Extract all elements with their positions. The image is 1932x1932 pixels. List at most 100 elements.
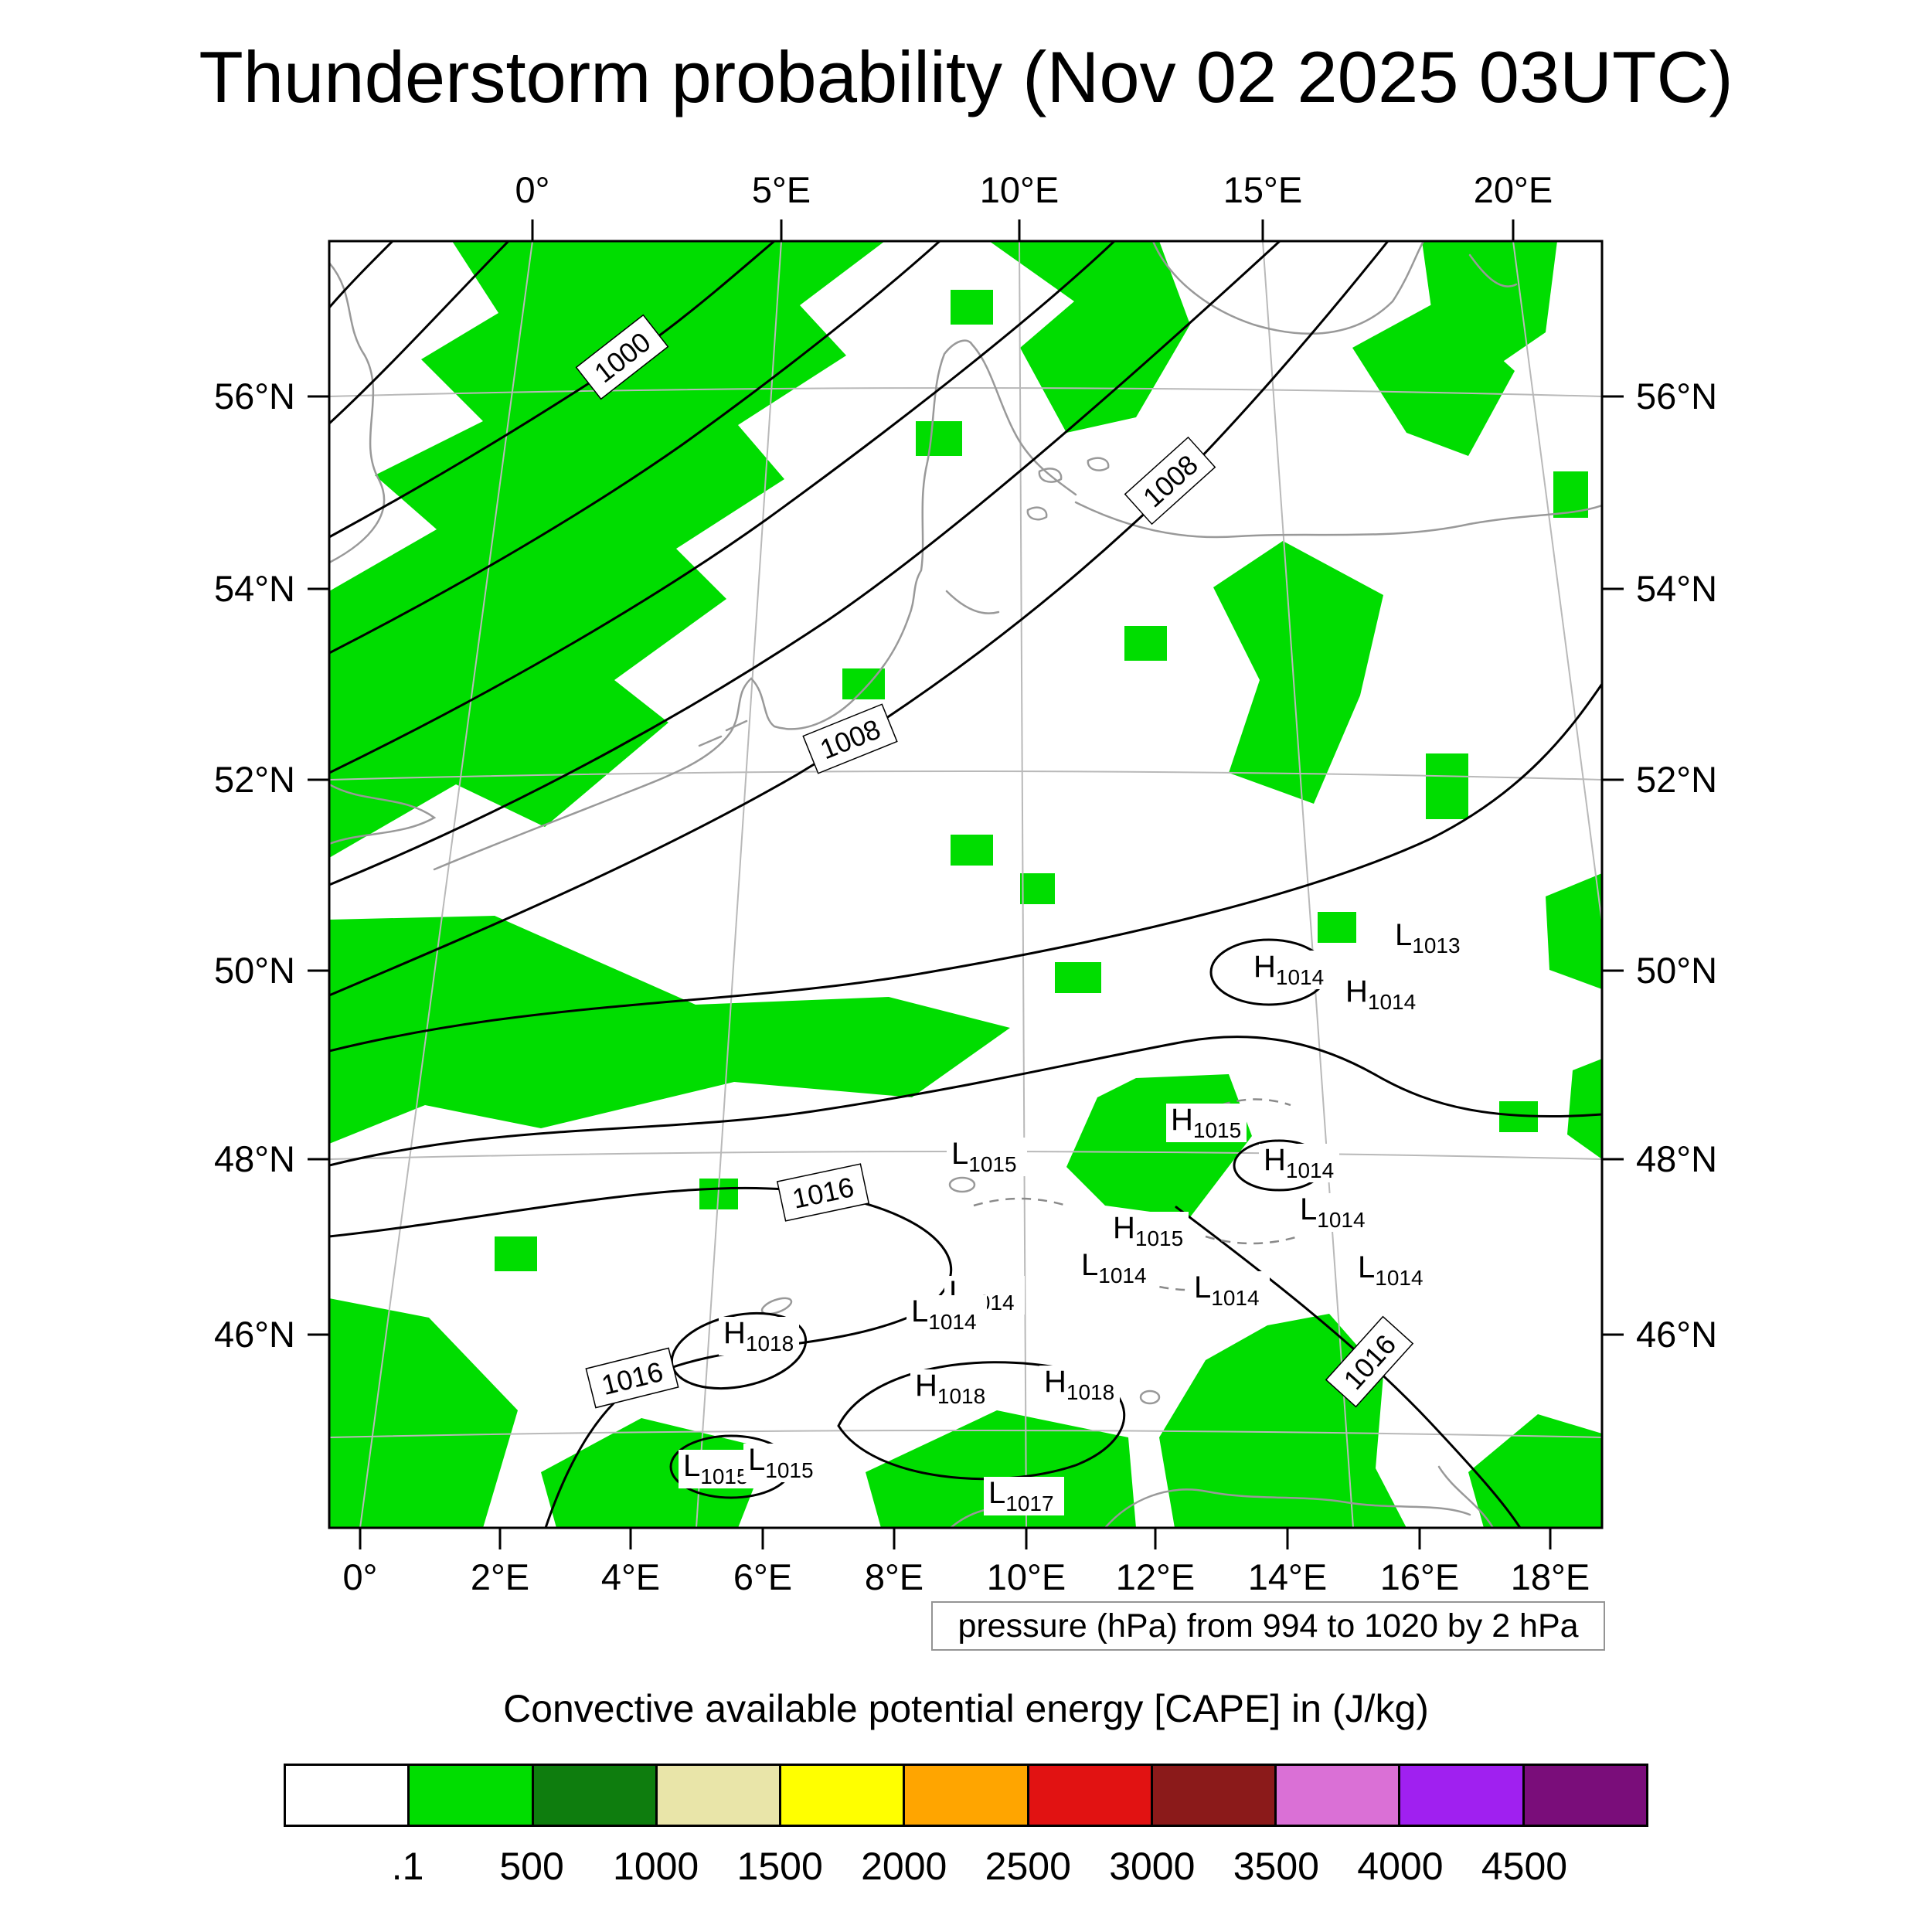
colorbar-title: Convective available potential energy [C… [503,1687,1429,1730]
axis-tick-label: 52°N [214,759,295,800]
green-patch [1546,873,1602,989]
pressure-center-box [1249,951,1329,989]
pressure-center-text: L1014 [1194,1270,1260,1310]
colorbar-cell [410,1766,534,1825]
green-patch [541,1418,769,1528]
green-patch [1426,753,1468,819]
colorbar-cell [781,1766,906,1825]
isobar [329,241,1389,997]
colorbar-cell [1400,1766,1525,1825]
coastline [329,783,437,845]
pressure-center-label: L1014 [1353,1250,1434,1290]
green-patch [1468,1414,1602,1528]
green-patch [329,916,1010,1144]
pressure-center-box [1077,1249,1157,1287]
pressure-center-box [947,1138,1027,1176]
colorbar [284,1764,1648,1827]
axis-tick-label: 15°E [1223,169,1302,210]
axis-tick-label: 50°N [1636,950,1717,991]
colorbar-tick-label: 1000 [613,1845,699,1888]
isobar [329,1036,1602,1167]
pressure-center-box [910,1369,991,1408]
axis-tick-label: 18°E [1511,1556,1590,1597]
graticule-line [329,770,1602,781]
pressure-center-box [1189,1271,1270,1310]
contour-label: 1008 [802,703,898,774]
axis-tick-label: 10°E [980,169,1059,210]
contour-label-box [585,1347,679,1409]
isobar [1175,1206,1522,1528]
dashed-segment [1220,1098,1291,1107]
axis-tick-label: 48°N [214,1138,295,1179]
graticule-line [329,387,1602,397]
coastline [1087,457,1110,471]
isobar-lines [329,241,1602,1528]
axis-tick-label: 16°E [1380,1556,1459,1597]
pressure-center-box [719,1317,799,1355]
axis-tick-label: 6°E [733,1556,792,1597]
axis-tick-label: 14°E [1248,1556,1327,1597]
green-patch [329,241,885,858]
coastline [945,590,1000,614]
contour-label: 1016 [585,1347,679,1409]
green-patch [989,241,1190,433]
colorbar-tick-label: 3000 [1109,1845,1196,1888]
axis-tick-label: 10°E [987,1556,1066,1597]
pressure-caption: pressure (hPa) from 994 to 1020 by 2 hPa [931,1601,1605,1651]
graticule-line [696,241,782,1528]
contour-label-box [802,703,898,774]
contour-label-box [1124,436,1216,526]
pressure-center-box [1353,1251,1434,1290]
pressure-center-label: H1018 [1039,1365,1120,1404]
axis-tick-label: 5°E [752,169,811,210]
green-patch [1020,873,1055,904]
coastline [1074,501,1602,539]
colorbar-tick-label: 3500 [1233,1845,1319,1888]
colorbar-cell [1277,1766,1401,1825]
colorbar-tick-label: 2000 [861,1845,947,1888]
colorbar-cell [1029,1766,1153,1825]
pressure-center-label: L1014 [1077,1248,1157,1287]
pressure-center-box [1390,919,1471,957]
pressure-center-label: H1015 [1166,1103,1247,1142]
axis-tick-label: 50°N [214,950,295,991]
map-border [328,240,1604,1529]
graticule-line [329,1430,1602,1438]
contour-label: 1008 [1124,436,1216,526]
colorbar-cell [1524,1766,1646,1825]
pressure-center-label: H1015 [1108,1211,1189,1250]
green-patch [696,475,734,506]
graticule-line [1019,241,1027,1528]
pressure-center-label: L1014 [1189,1270,1270,1310]
coastline [1104,1488,1471,1528]
green-patch [1318,912,1356,943]
axis-tick-label: 46°N [214,1314,295,1355]
axis-tick-label: 4°E [601,1556,660,1597]
isobar [329,241,1116,774]
axis-tick-label: 48°N [1636,1138,1717,1179]
green-patch [1352,301,1515,456]
pressure-center-text: H1014 [1264,1143,1334,1182]
contour-label: 1016 [776,1163,870,1222]
axis-ticks: 0° 5°E 10°E 15°E 20°E 0° 2°E 4°E 6°E 8°E 10°E 12°E 1… [214,169,1717,1597]
green-patch [1055,962,1101,993]
axis-tick-label: 46°N [1636,1314,1717,1355]
axis-tick-label: 8°E [865,1556,923,1597]
colorbar-tick-label: 2500 [985,1845,1071,1888]
green-patch [1124,626,1167,661]
pressure-center-box [1341,975,1421,1014]
contour-label-box [1325,1315,1414,1408]
isobar [329,241,1281,886]
colorbar-cell [533,1766,658,1825]
coastline [1026,506,1048,521]
dashed-segment [1205,1235,1299,1245]
lake-outline [948,1176,976,1193]
colorbar-cell [1152,1766,1277,1825]
axis-tick-label: 56°N [214,376,295,417]
axis-tick-label: 52°N [1636,759,1717,800]
axis-tick-label: 56°N [1636,376,1717,417]
axis-tick-label: 54°N [214,568,295,609]
coastline [1151,241,1425,335]
